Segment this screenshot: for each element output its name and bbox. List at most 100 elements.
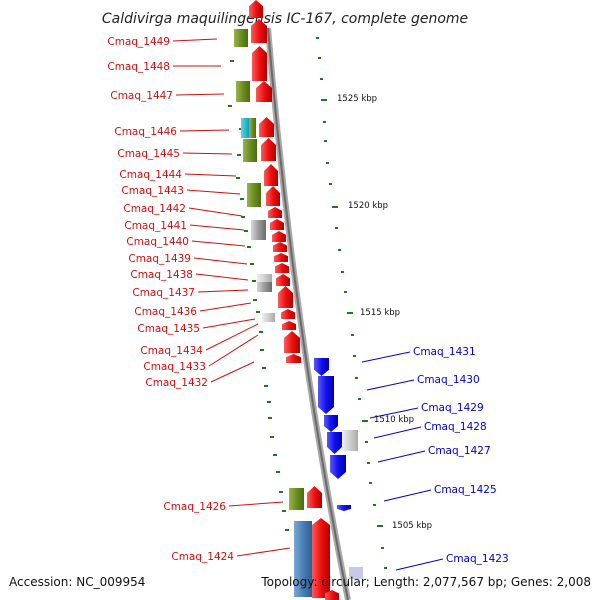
cog-block <box>234 29 248 47</box>
gene-leader-line <box>366 379 415 391</box>
gene-label[interactable]: Cmaq_1448 <box>107 61 170 73</box>
gene-leader-line <box>186 189 241 195</box>
gene-label[interactable]: Cmaq_1434 <box>140 345 203 357</box>
gene-label[interactable]: Cmaq_1430 <box>417 374 480 386</box>
topology-summary-text: Topology: circular; Length: 2,077,567 bp… <box>260 575 591 589</box>
gene-label[interactable]: Cmaq_1447 <box>110 90 173 102</box>
gene-leader-line <box>202 318 256 329</box>
gene-leader-line <box>193 257 248 265</box>
gene-label[interactable]: Cmaq_1443 <box>121 185 184 197</box>
gene-arrow[interactable] <box>318 376 334 414</box>
gene-leader-line <box>199 302 252 312</box>
gene-label[interactable]: Cmaq_1431 <box>413 346 476 358</box>
gene-label[interactable]: Cmaq_1444 <box>119 169 182 181</box>
cog-block <box>289 488 304 510</box>
gene-arrow[interactable] <box>330 455 346 479</box>
cog-block <box>342 430 358 451</box>
reverse-gene-labels: Cmaq_1431 Cmaq_1430 Cmaq_1429 Cmaq_1428 Cmaq… <box>361 346 509 571</box>
cog-block <box>262 313 275 322</box>
gene-arrow[interactable] <box>270 219 284 230</box>
gene-leader-line <box>189 224 245 231</box>
gene-arrow[interactable] <box>251 19 267 43</box>
cog-blocks <box>234 29 363 597</box>
gene-leader-line <box>197 289 249 293</box>
scale-label: 1515 kbp <box>360 308 400 318</box>
gene-arrow[interactable] <box>261 138 276 161</box>
gene-leader-line <box>182 152 233 155</box>
cog-block <box>249 118 256 138</box>
gene-leader-line <box>205 323 259 351</box>
scale-label: 1510 kbp <box>374 415 414 425</box>
cog-block <box>294 521 312 597</box>
gene-arrow[interactable] <box>276 274 290 286</box>
cog-block <box>257 282 272 292</box>
gene-arrow[interactable] <box>312 518 330 598</box>
gene-arrow[interactable] <box>286 354 301 363</box>
gene-arrow[interactable] <box>307 486 322 508</box>
gene-leader-line <box>373 426 422 439</box>
genome-backbone <box>265 27 351 600</box>
gene-label[interactable]: Cmaq_1440 <box>126 236 189 248</box>
gene-arrow[interactable] <box>324 415 338 432</box>
gene-leader-line <box>188 207 243 217</box>
gene-label[interactable]: Cmaq_1433 <box>143 361 206 373</box>
gene-label[interactable]: Cmaq_1436 <box>134 306 197 318</box>
gene-leader-line <box>191 240 246 247</box>
gene-leader-line <box>184 173 237 177</box>
gene-label[interactable]: Cmaq_1424 <box>171 551 234 563</box>
gene-arrow[interactable] <box>325 590 339 600</box>
gene-label[interactable]: Cmaq_1441 <box>124 220 187 232</box>
gene-arrow[interactable] <box>259 117 274 137</box>
gene-arrow[interactable] <box>337 505 351 511</box>
forward-strand-genes <box>249 0 339 600</box>
gene-label[interactable]: Cmaq_1428 <box>424 421 487 433</box>
gene-label[interactable]: Cmaq_1427 <box>428 445 491 457</box>
gene-label[interactable]: Cmaq_1438 <box>130 269 193 281</box>
gene-leader-line <box>236 547 291 557</box>
gene-label[interactable]: Cmaq_1437 <box>132 287 195 299</box>
cog-block <box>349 567 363 579</box>
gene-leader-line <box>369 407 419 419</box>
gene-leader-line <box>179 129 230 132</box>
map-title: Caldivirga maquilingensis IC-167, comple… <box>102 11 468 27</box>
cog-block <box>241 118 249 138</box>
accession-text: Accession: NC_009954 <box>9 575 145 589</box>
gene-label[interactable]: Cmaq_1429 <box>421 402 484 414</box>
gene-label[interactable]: Cmaq_1435 <box>137 323 200 335</box>
gene-label[interactable]: Cmaq_1442 <box>123 203 186 215</box>
gene-arrow[interactable] <box>256 81 272 102</box>
gene-label[interactable]: Cmaq_1423 <box>446 553 509 565</box>
gene-arrow[interactable] <box>272 231 286 242</box>
gene-arrow[interactable] <box>281 309 295 319</box>
gene-leader-line <box>175 93 225 96</box>
gene-label[interactable]: Cmaq_1432 <box>145 377 208 389</box>
gene-label[interactable]: Cmaq_1445 <box>117 148 180 160</box>
gene-arrow[interactable] <box>274 253 288 262</box>
gene-label[interactable]: Cmaq_1446 <box>114 126 177 138</box>
gene-arrow[interactable] <box>273 242 287 252</box>
gene-label[interactable]: Cmaq_1426 <box>163 501 226 513</box>
scale-labels: 1525 kbp 1520 kbp 1515 kbp 1510 kbp 1505 kbp <box>337 94 432 531</box>
gene-arrow[interactable] <box>284 331 300 353</box>
gene-arrow[interactable] <box>282 321 296 330</box>
gene-arrow[interactable] <box>266 186 280 206</box>
forward-gene-labels: Cmaq_1449 Cmaq_1448 Cmaq_1447 Cmaq_1446 Cmaq… <box>107 36 291 563</box>
gene-arrow[interactable] <box>264 164 278 186</box>
gene-leader-line <box>383 489 432 502</box>
gene-leader-line <box>208 334 259 367</box>
cog-block <box>236 81 250 102</box>
gene-arrow[interactable] <box>268 207 282 218</box>
gene-arrow[interactable] <box>278 286 293 308</box>
gene-leader-line <box>377 450 426 463</box>
gene-arrow[interactable] <box>252 46 267 81</box>
gene-arrow[interactable] <box>249 0 263 18</box>
gene-label[interactable]: Cmaq_1425 <box>434 484 497 496</box>
cog-block <box>243 139 257 162</box>
gene-arrow[interactable] <box>314 358 329 376</box>
gene-leader-line <box>172 38 218 42</box>
gene-arrow[interactable] <box>275 263 289 273</box>
gene-arrow[interactable] <box>327 432 342 454</box>
gene-label[interactable]: Cmaq_1439 <box>128 253 191 265</box>
gene-label[interactable]: Cmaq_1449 <box>107 36 170 48</box>
